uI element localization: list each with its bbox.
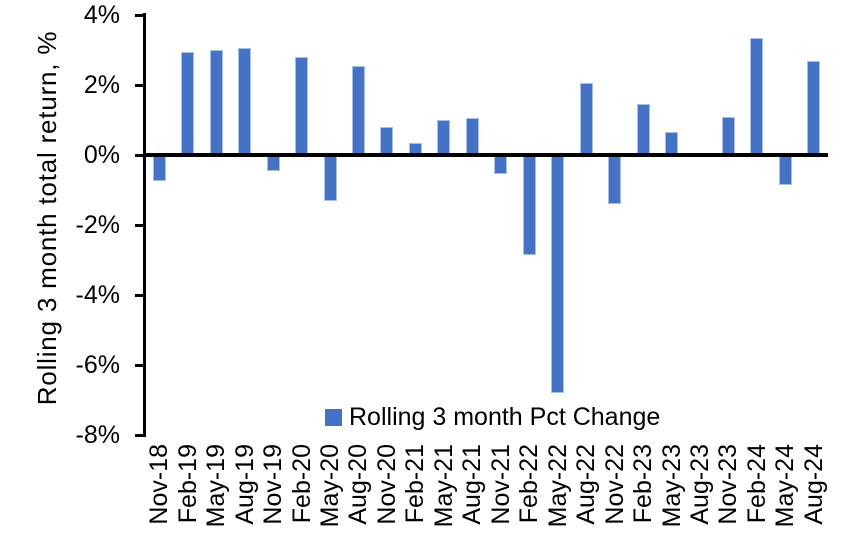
x-axis-label-text: May-23 xyxy=(657,444,686,528)
bar xyxy=(266,155,280,171)
legend: Rolling 3 month Pct Change xyxy=(325,405,660,430)
x-axis-label-text: Nov-19 xyxy=(259,444,288,525)
y-axis-tick xyxy=(135,83,143,87)
x-axis-label-text: Nov-20 xyxy=(372,444,401,525)
x-axis-label-text: Nov-21 xyxy=(486,444,515,525)
y-axis-tick xyxy=(135,13,143,17)
legend-label: Rolling 3 month Pct Change xyxy=(349,403,661,431)
bar xyxy=(807,60,821,155)
x-axis-label-text: Feb-20 xyxy=(287,444,316,524)
bar xyxy=(238,48,252,156)
y-axis-tick xyxy=(135,363,143,367)
y-axis-tick-label: 0% xyxy=(83,141,120,169)
y-axis-tick-label: -8% xyxy=(75,421,120,449)
y-axis-tick xyxy=(135,293,143,297)
y-axis-spine xyxy=(143,13,146,437)
y-axis-tick-label: -4% xyxy=(75,281,120,309)
x-axis-label-text: Aug-23 xyxy=(685,444,714,525)
legend-swatch xyxy=(325,409,342,426)
bar xyxy=(181,51,195,156)
bar xyxy=(750,37,764,156)
x-axis-label-text: Aug-22 xyxy=(572,444,601,525)
x-axis-label-text: Feb-23 xyxy=(629,444,657,524)
bar xyxy=(465,118,479,156)
bar xyxy=(209,50,223,155)
bar xyxy=(608,155,622,204)
x-axis-label-text: Aug-20 xyxy=(344,444,373,525)
x-axis-label-text: May-22 xyxy=(543,444,572,528)
x-axis-label-text: Feb-22 xyxy=(515,444,544,524)
y-axis-tick xyxy=(135,433,143,437)
x-axis-label-text: Aug-24 xyxy=(799,444,828,525)
x-axis-label-text: Nov-18 xyxy=(145,444,174,525)
x-axis-label-text: May-21 xyxy=(429,444,458,528)
y-axis-tick-label: 2% xyxy=(83,71,120,99)
bar xyxy=(522,155,536,255)
x-axis-label-text: Feb-19 xyxy=(173,444,202,524)
x-axis-label-text: Feb-21 xyxy=(401,444,430,524)
y-axis-tick-label: -6% xyxy=(75,351,120,379)
y-axis-tick-label: -2% xyxy=(75,211,120,239)
x-axis-label-text: Nov-22 xyxy=(600,444,629,525)
x-axis-label-text: Nov-23 xyxy=(714,444,743,525)
bar xyxy=(437,120,451,155)
bar xyxy=(351,65,365,156)
x-axis-label-text: Feb-24 xyxy=(742,444,771,524)
bar xyxy=(665,132,678,156)
bar xyxy=(721,116,735,155)
bar xyxy=(380,127,394,155)
bar xyxy=(636,104,650,156)
bar xyxy=(579,83,593,156)
y-axis-tick xyxy=(135,223,143,227)
bar xyxy=(551,155,565,393)
x-axis-label-text: May-19 xyxy=(202,444,231,528)
x-axis-label-text: May-24 xyxy=(771,444,800,528)
zero-axis-line xyxy=(143,153,828,157)
bar xyxy=(494,155,508,175)
bar xyxy=(778,155,792,185)
bar xyxy=(295,57,308,155)
x-axis-label-text: Aug-19 xyxy=(230,444,259,525)
bar xyxy=(152,155,166,182)
y-axis-tick-label: 4% xyxy=(83,1,120,29)
x-axis-label-text: May-20 xyxy=(316,444,344,528)
x-axis-label-text: Aug-21 xyxy=(458,444,487,525)
y-axis-tick xyxy=(135,153,143,157)
bar xyxy=(323,155,337,201)
